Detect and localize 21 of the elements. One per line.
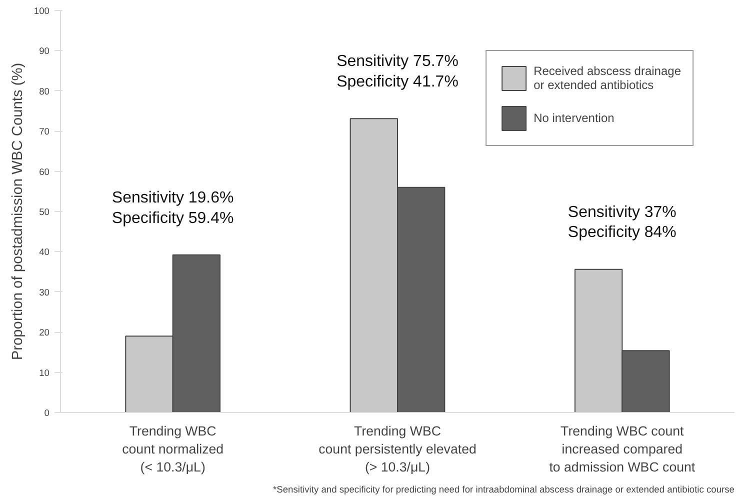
y-tick-label: 10 bbox=[39, 368, 50, 378]
y-tick-label: 70 bbox=[39, 126, 50, 137]
y-tick-label: 40 bbox=[39, 247, 50, 258]
y-tick-label: 30 bbox=[39, 287, 50, 298]
y-tick-label: 100 bbox=[34, 6, 50, 16]
y-axis-title: Proportion of postadmission WBC Counts (%) bbox=[10, 62, 26, 360]
y-tick-label: 60 bbox=[39, 166, 50, 177]
x-tick-label: Trending WBC count persistently elevated (> 10.3/μL) bbox=[318, 424, 476, 474]
y-tick-label: 80 bbox=[39, 86, 50, 96]
y-tick-label: 50 bbox=[39, 207, 50, 217]
annotation: Sensitivity 19.6% Specificity 59.4% bbox=[112, 189, 234, 227]
legend-label: Received abscess drainage or extended antibiotics bbox=[534, 64, 681, 92]
x-tick-label: Trending WBC count increased compared to admission WBC count bbox=[549, 424, 696, 474]
y-tick-label: 90 bbox=[39, 46, 50, 56]
y-tick-label: 20 bbox=[39, 328, 50, 338]
x-tick-label: Trending WBC count normalized (< 10.3/μL) bbox=[122, 424, 224, 474]
annotation: Sensitivity 75.7% Specificity 41.7% bbox=[336, 53, 458, 90]
y-tick-label: 0 bbox=[44, 408, 50, 418]
legend-label: No intervention bbox=[534, 111, 614, 125]
text: *Sensitivity and specificity for predicting need for intraabdominal abscess drainage or extended antibiotic course bbox=[273, 484, 734, 494]
annotation: Sensitivity 37% Specificity 84% bbox=[568, 204, 676, 242]
